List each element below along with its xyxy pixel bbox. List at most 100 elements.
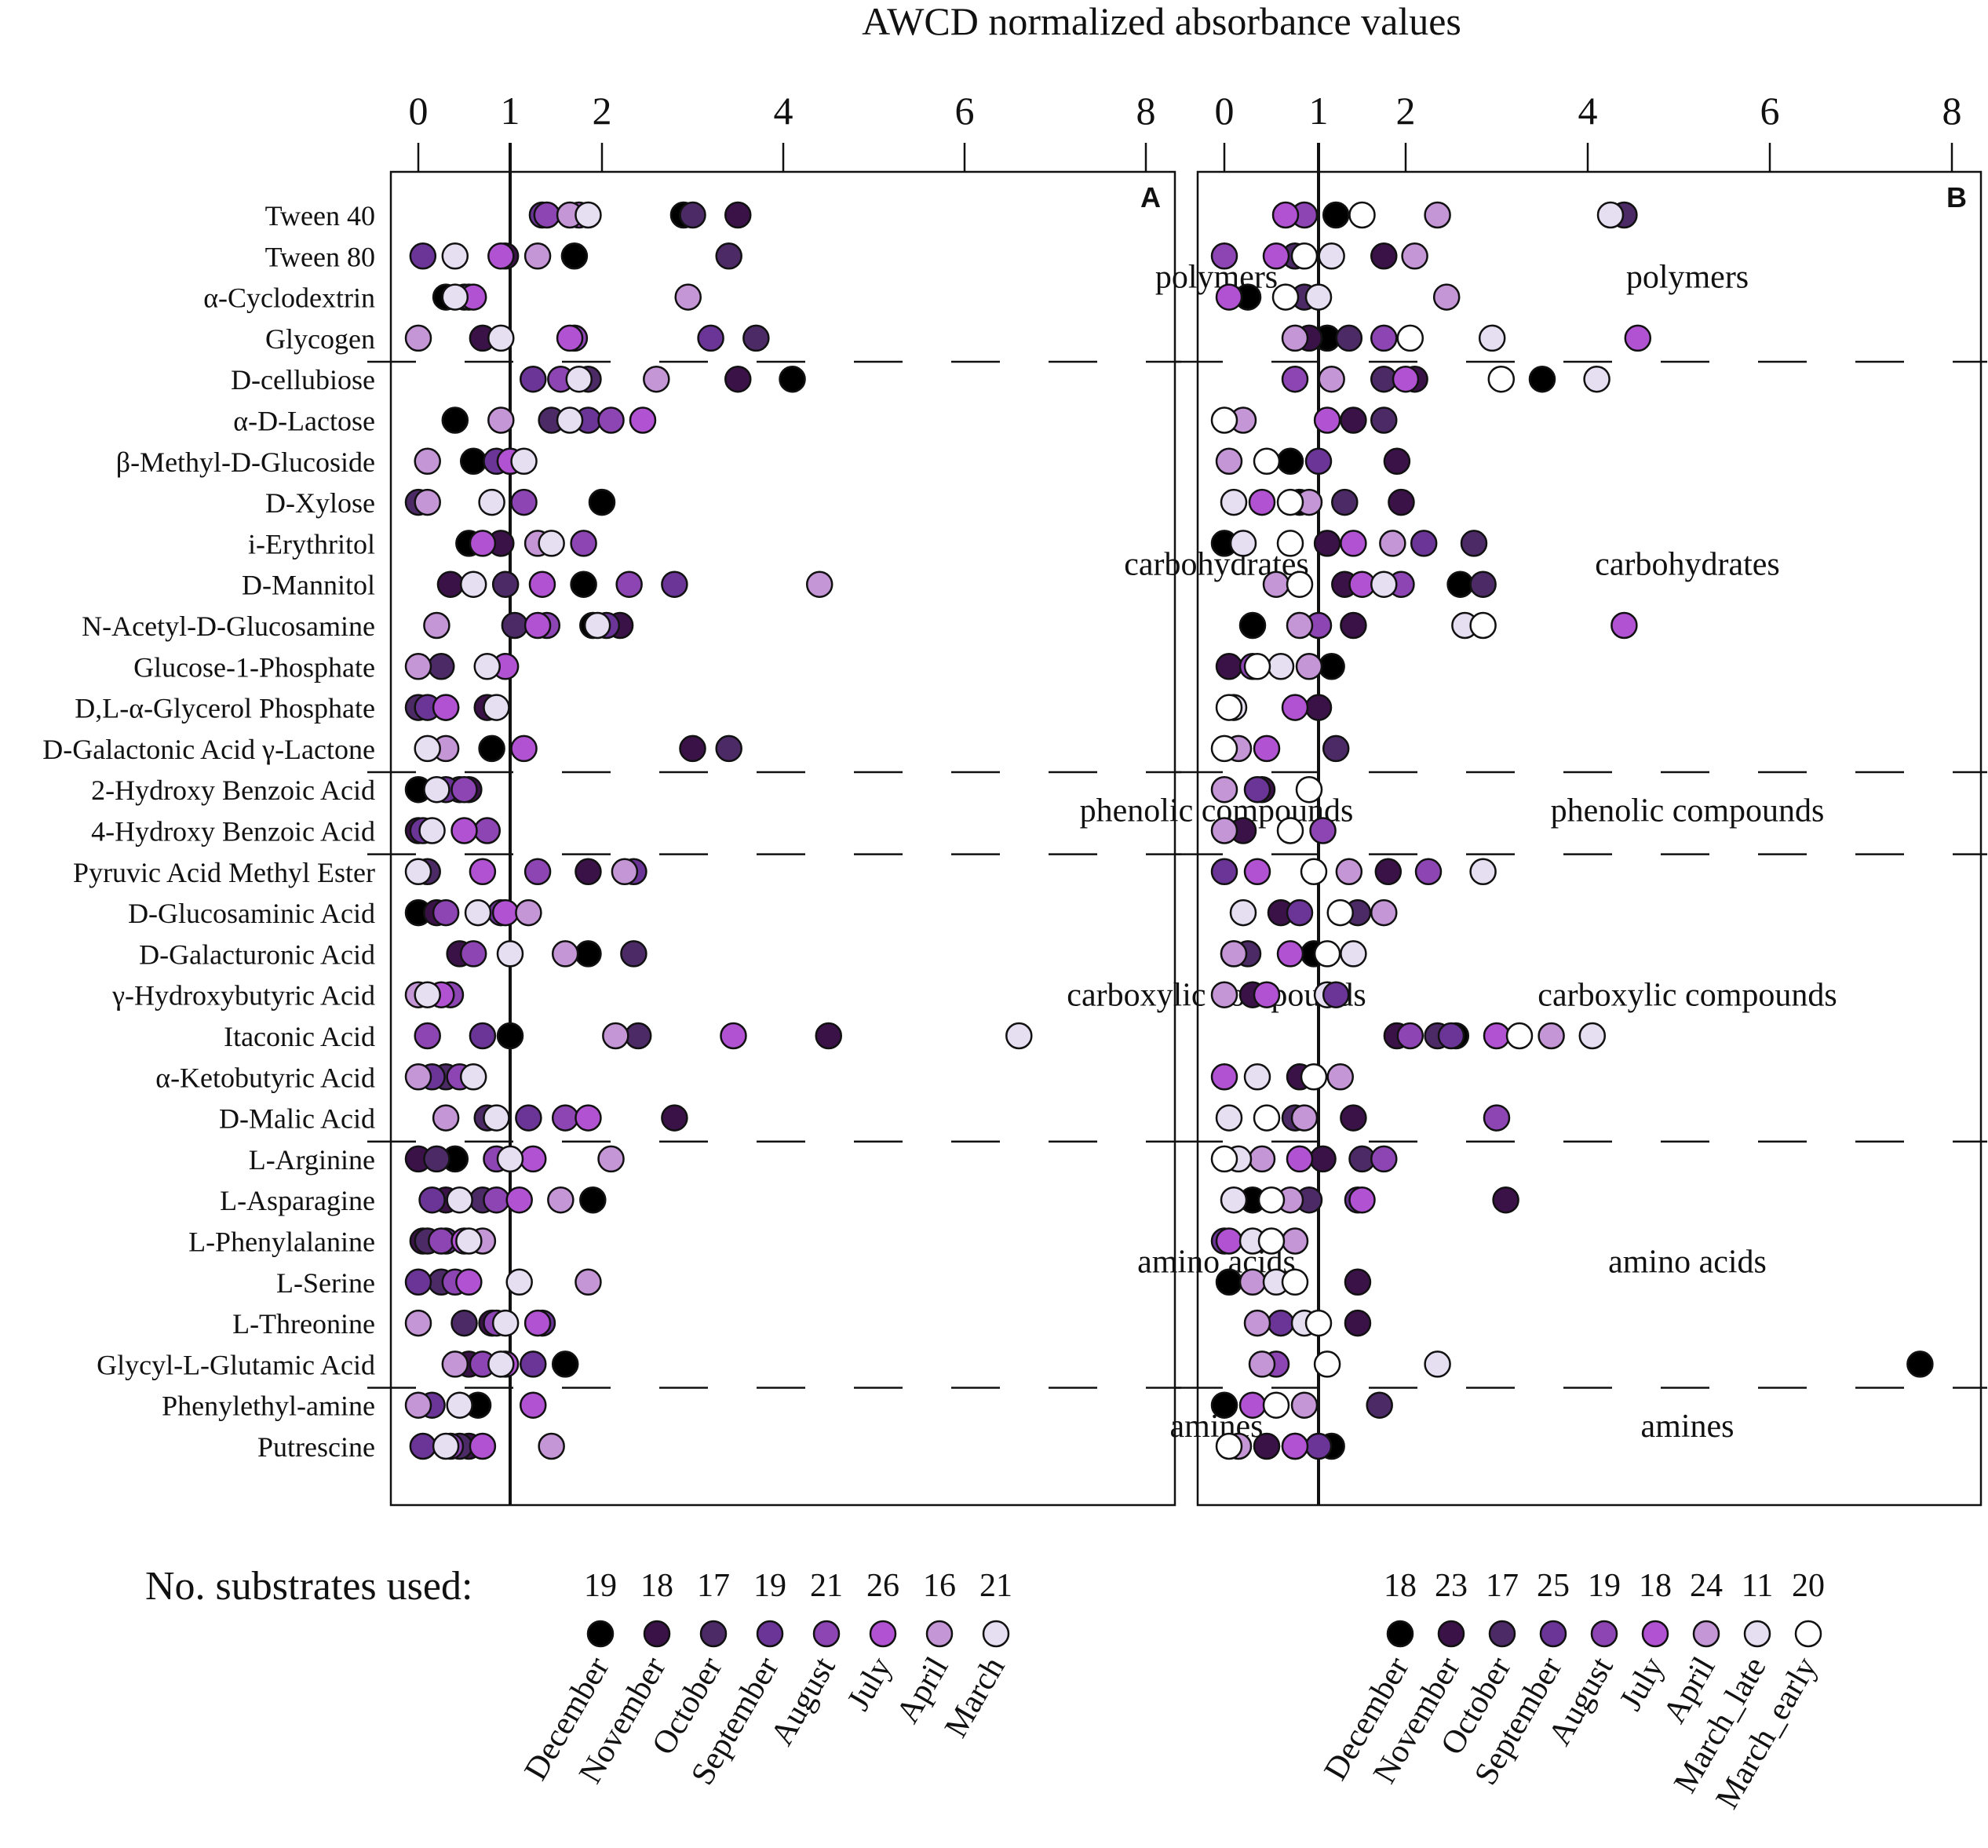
- data-point: [1304, 447, 1333, 476]
- substrate-label: α-Ketobutyric Acid: [155, 1062, 375, 1093]
- substrate-label: N-Acetyl-D-Glucosamine: [82, 611, 375, 642]
- data-point: [1276, 940, 1304, 968]
- legend-count: 19: [1588, 1568, 1621, 1604]
- data-point: [404, 653, 432, 680]
- group-label: amines: [1641, 1409, 1734, 1445]
- legend-count: 24: [1690, 1568, 1723, 1604]
- data-point: [483, 1186, 510, 1214]
- legend-count: 11: [1742, 1568, 1773, 1604]
- data-point: [720, 1022, 747, 1050]
- data-point: [1210, 1063, 1238, 1091]
- data-point: [404, 1268, 432, 1296]
- data-point: [1210, 817, 1238, 844]
- data-point: [1344, 1309, 1372, 1337]
- data-point: [1215, 1268, 1243, 1296]
- data-point: [1215, 283, 1243, 311]
- data-point: [483, 1104, 510, 1132]
- data-point: [1281, 365, 1309, 393]
- data-point: [520, 1145, 547, 1173]
- data-point: [409, 1432, 437, 1460]
- data-point: [1432, 283, 1461, 311]
- data-point: [1229, 898, 1257, 927]
- data-point: [1624, 324, 1652, 352]
- data-point: [1210, 242, 1238, 270]
- data-point: [1238, 611, 1267, 640]
- data-point: [1243, 653, 1271, 680]
- data-point: [1318, 242, 1345, 270]
- data-point: [473, 817, 501, 844]
- data-point: [450, 817, 478, 844]
- data-point: [510, 734, 538, 763]
- data-point: [496, 1022, 524, 1050]
- data-point: [1210, 775, 1238, 804]
- data-point: [1243, 775, 1271, 804]
- substrate-label: Pyruvic Acid Methyl Ester: [73, 857, 375, 888]
- data-point: [523, 858, 552, 886]
- data-point: [1253, 734, 1281, 763]
- data-point: [1313, 1350, 1341, 1378]
- data-point: [1257, 1227, 1286, 1255]
- data-point: [1210, 734, 1238, 763]
- data-point: [1469, 611, 1497, 640]
- data-point: [1210, 858, 1238, 886]
- data-point: [1906, 1350, 1934, 1378]
- data-point: [523, 242, 552, 270]
- data-point: [1424, 201, 1451, 229]
- data-point: [1005, 1022, 1033, 1050]
- data-point: [455, 1227, 483, 1255]
- axis-tick-label: 1: [1309, 89, 1329, 133]
- data-point: [520, 1391, 547, 1419]
- data-point: [1340, 611, 1367, 640]
- substrate-label: D-cellubiose: [231, 364, 375, 395]
- legend-count: 25: [1537, 1568, 1570, 1604]
- legend-count: 18: [1639, 1568, 1672, 1604]
- data-point: [496, 1145, 524, 1173]
- data-point: [1215, 1104, 1243, 1132]
- data-point: [1370, 898, 1398, 927]
- data-point: [1370, 324, 1398, 352]
- data-point: [523, 1309, 552, 1337]
- group-label: carbohydrates: [1595, 547, 1780, 583]
- data-point: [1313, 406, 1341, 434]
- data-point: [404, 858, 432, 886]
- data-point: [1220, 1186, 1248, 1214]
- substrate-label: Putrescine: [257, 1431, 375, 1463]
- data-point: [487, 324, 515, 352]
- data-point: [1410, 530, 1438, 557]
- data-point: [1248, 1145, 1276, 1173]
- axis-tick-label: 2: [593, 89, 612, 133]
- data-point: [428, 653, 455, 680]
- legend-marker: [1743, 1620, 1771, 1648]
- data-point: [491, 1309, 520, 1337]
- data-point: [491, 570, 520, 598]
- data-point: [487, 242, 515, 270]
- data-point: [1322, 734, 1350, 763]
- data-point: [1370, 1145, 1398, 1173]
- legend-count: 16: [923, 1568, 956, 1604]
- data-point: [538, 1432, 565, 1460]
- data-point: [404, 1309, 432, 1337]
- data-point: [1262, 570, 1290, 598]
- group-label: carboxylic compounds: [1538, 978, 1837, 1014]
- data-point: [1210, 406, 1238, 434]
- data-point: [483, 694, 510, 721]
- panel-b: 0 1 2 4 6 8 polymers carbohydrates phenolic comp…: [1174, 89, 1987, 1507]
- substrate-label: D-Glucosaminic Acid: [128, 898, 375, 929]
- substrate-label: D-Galactonic Acid γ-Lactone: [42, 734, 375, 765]
- data-point: [414, 1022, 441, 1050]
- data-point: [1414, 858, 1443, 886]
- data-point: [1271, 201, 1300, 229]
- data-point: [459, 570, 487, 598]
- data-point: [1286, 570, 1314, 598]
- legend-count: 18: [640, 1568, 673, 1604]
- legend-marker: [869, 1620, 897, 1648]
- data-point: [556, 324, 584, 352]
- data-point: [473, 653, 501, 680]
- data-point: [464, 898, 492, 927]
- substrate-label: D,L-α-Glycerol Phosphate: [75, 693, 375, 724]
- data-point: [1220, 488, 1248, 516]
- data-point: [565, 365, 593, 393]
- data-point: [432, 1432, 460, 1460]
- data-point: [1309, 817, 1337, 844]
- legend-count: 19: [584, 1568, 617, 1604]
